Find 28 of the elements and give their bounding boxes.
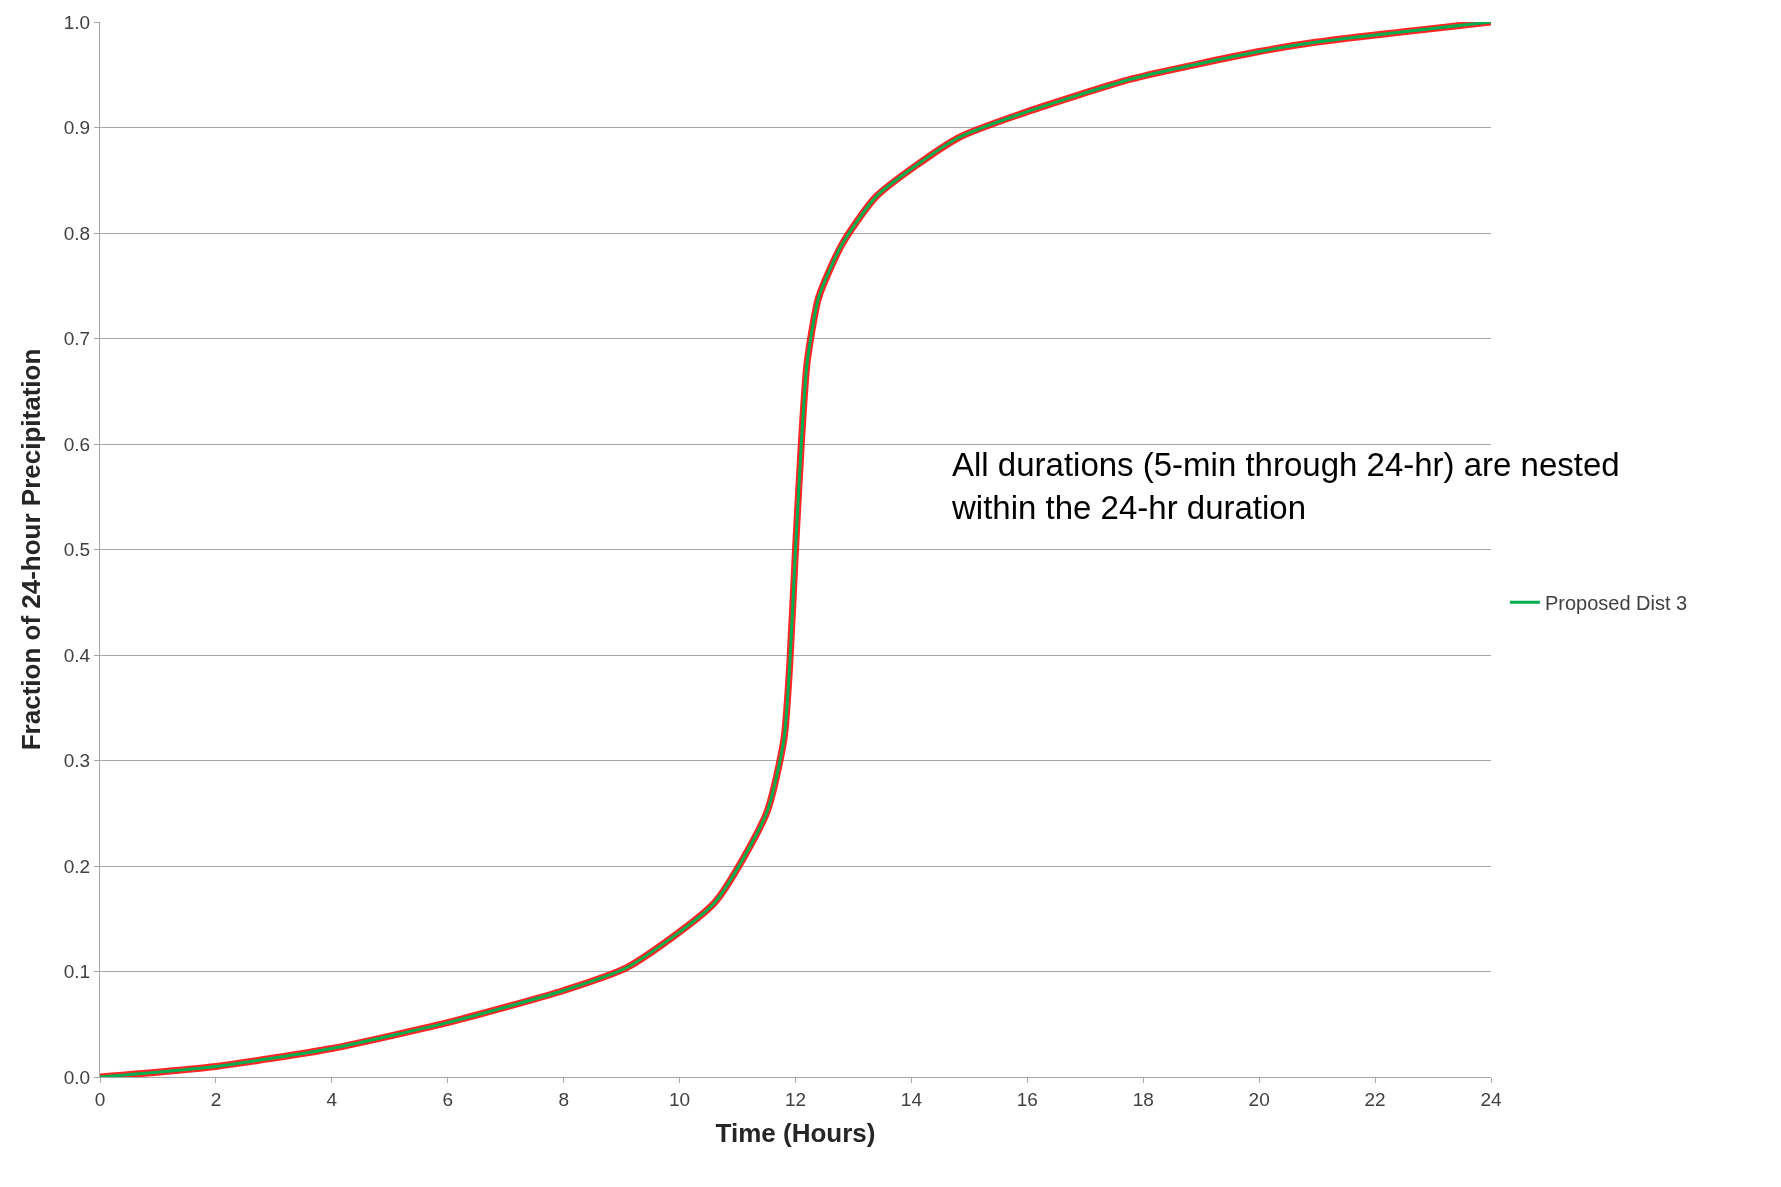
x-tick-label: 18 <box>1132 1088 1154 1110</box>
x-tick-label: 10 <box>669 1088 691 1110</box>
y-axis-title: Fraction of 24-hour Precipitation <box>16 348 47 751</box>
y-tick-label: 0.8 <box>63 222 91 244</box>
y-tick-label: 0.7 <box>63 328 91 350</box>
x-tick-label: 12 <box>784 1088 807 1110</box>
x-tick-label: 6 <box>442 1088 454 1110</box>
y-tick-label: 0.9 <box>63 117 91 139</box>
x-tick-label: 8 <box>558 1088 569 1110</box>
y-tick-label: 0.6 <box>63 433 91 455</box>
x-tick-label: 0 <box>94 1088 106 1110</box>
x-tick-label: 16 <box>1016 1088 1038 1110</box>
annotation: All durations (5-min through 24-hr) are nested within the 24-hr duration <box>951 446 1620 526</box>
x-tick-label: 24 <box>1480 1088 1502 1110</box>
y-tick-label: 0.1 <box>63 961 91 983</box>
y-tick-label: 0.5 <box>63 539 91 561</box>
y-tick-label: 0.4 <box>63 644 91 666</box>
x-tick-label: 4 <box>326 1088 338 1110</box>
y-tick-label: 0.3 <box>63 750 91 772</box>
x-tick-label: 2 <box>210 1088 222 1110</box>
x-tick-label: 22 <box>1364 1088 1386 1110</box>
x-tick-label: 14 <box>900 1088 923 1110</box>
y-tick-label: 0.0 <box>63 1066 91 1088</box>
legend-label: Proposed Dist 3 <box>1544 592 1688 615</box>
x-axis-title: Time (Hours) <box>715 1118 876 1149</box>
x-tick-label: 20 <box>1248 1088 1270 1110</box>
y-tick-label: 1.0 <box>63 11 91 33</box>
y-tick-label: 0.2 <box>63 855 91 877</box>
